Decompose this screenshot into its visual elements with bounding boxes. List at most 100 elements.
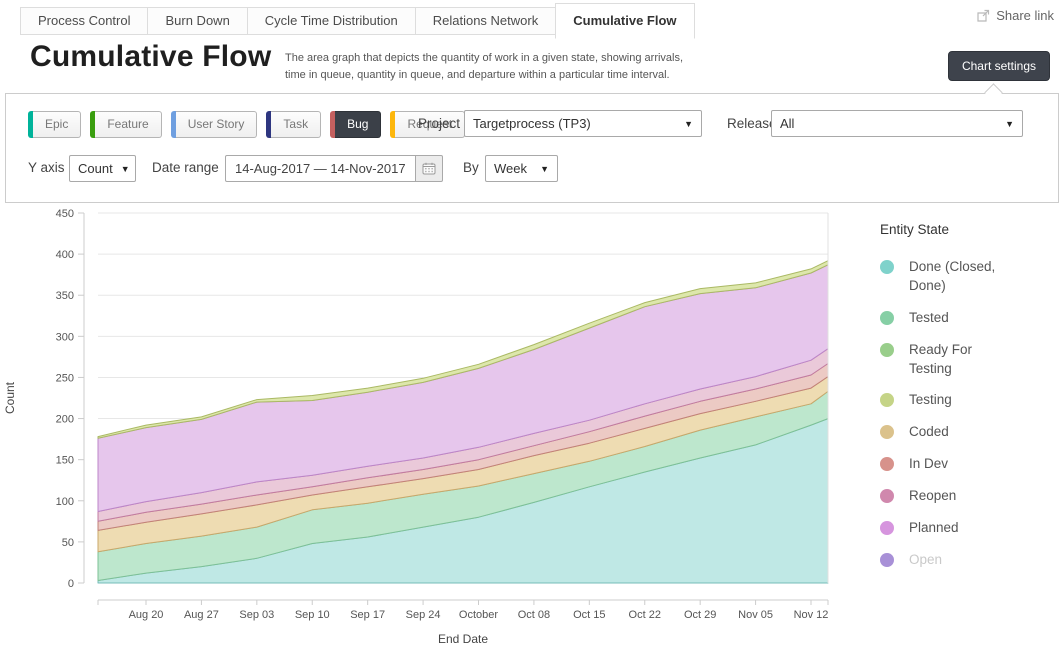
legend-item-reopen[interactable]: Reopen	[880, 487, 1014, 506]
page-title: Cumulative Flow	[30, 40, 272, 73]
entity-filter-task[interactable]: Task	[266, 111, 322, 138]
tab-relations-network[interactable]: Relations Network	[414, 7, 557, 35]
x-tick-label: Sep 10	[295, 609, 330, 621]
by-period-select[interactable]: Week ▼	[485, 155, 558, 182]
chart-description: The area graph that depicts the quantity…	[285, 52, 684, 81]
tab-bar: Process Control Burn Down Cycle Time Distr…	[20, 3, 695, 39]
legend-item-open[interactable]: Open	[880, 551, 1014, 570]
x-tick-label: Sep 03	[239, 609, 274, 621]
legend-label: Ready For Testing	[909, 341, 973, 376]
x-tick-label: October	[459, 609, 498, 621]
project-select[interactable]: Targetprocess (TP3) ▼	[464, 110, 702, 137]
entity-filter-label: Epic	[33, 111, 82, 138]
y-axis-select-value: Count	[78, 161, 113, 176]
x-tick-label: Oct 15	[573, 609, 605, 621]
tab-process-control[interactable]: Process Control	[20, 7, 149, 35]
x-tick-label: Aug 20	[129, 609, 164, 621]
legend-label: Tested	[909, 309, 949, 325]
y-axis-title: Count	[3, 381, 17, 414]
x-tick-label: Sep 24	[406, 609, 441, 621]
y-tick-label: 150	[56, 455, 74, 467]
entity-type-filter-group: Epic Feature User Story Task Bug Request	[28, 111, 466, 138]
calendar-icon	[422, 162, 436, 175]
share-link-label: Share link	[996, 8, 1054, 23]
by-label: By	[463, 160, 479, 175]
tab-cycle-time-distribution[interactable]: Cycle Time Distribution	[246, 7, 416, 35]
share-icon	[976, 9, 990, 23]
y-tick-label: 200	[56, 414, 74, 426]
tab-burn-down[interactable]: Burn Down	[147, 7, 248, 35]
y-axis-select[interactable]: Count ▼	[69, 155, 136, 182]
chevron-down-icon: ▼	[684, 118, 693, 129]
filter-panel-notch	[984, 83, 1003, 102]
legend-swatch	[880, 457, 894, 472]
legend: Entity State Done (Closed, Done) Tested Re…	[880, 222, 1030, 583]
date-range-control: 14-Aug-2017 — 14-Nov-2017	[225, 155, 443, 182]
entity-filter-bug[interactable]: Bug	[330, 111, 382, 138]
legend-item-coded[interactable]: Coded	[880, 423, 1014, 442]
chevron-down-icon: ▼	[120, 163, 130, 174]
entity-filter-label: Bug	[335, 111, 382, 138]
entity-filter-epic[interactable]: Epic	[28, 111, 82, 138]
by-period-select-value: Week	[494, 161, 527, 176]
legend-item-in-dev[interactable]: In Dev	[880, 455, 1014, 474]
cumulative-flow-chart: 0 50 100 150 200 250 300 350 400 450 Aug 20 Aug 27 S…	[0, 205, 870, 655]
legend-swatch	[880, 521, 894, 536]
entity-color-stripe	[170, 111, 176, 138]
x-tick-label: Oct 29	[684, 609, 716, 621]
chart-svg: 0 50 100 150 200 250 300 350 400 450 Aug 20 Aug 27 S…	[3, 208, 829, 646]
y-tick-label: 450	[56, 208, 74, 220]
legend-label: Done (Closed, Done)	[909, 259, 996, 293]
date-range-input[interactable]: 14-Aug-2017 — 14-Nov-2017	[225, 155, 416, 182]
chart-settings-button[interactable]: Chart settings	[947, 51, 1050, 81]
entity-filter-label: Task	[271, 111, 322, 138]
share-link[interactable]: Share link	[976, 8, 1054, 23]
project-select-value: Targetprocess (TP3)	[473, 116, 591, 131]
x-tick-label: Nov 12	[794, 609, 829, 621]
filter-panel: Epic Feature User Story Task Bug Request Proj…	[5, 83, 1059, 203]
legend-item-tested[interactable]: Tested	[880, 309, 1014, 328]
legend-item-done-closed-done-[interactable]: Done (Closed, Done)	[880, 258, 1014, 296]
tab-cumulative-flow[interactable]: Cumulative Flow	[555, 3, 695, 39]
x-tick-label: Oct 08	[518, 609, 550, 621]
legend-item-ready-for-testing[interactable]: Ready For Testing	[880, 341, 1014, 379]
x-tick-label: Oct 22	[629, 609, 661, 621]
release-select[interactable]: All ▼	[771, 110, 1023, 137]
legend-label: Open	[909, 551, 943, 567]
x-tick-label: Sep 17	[350, 609, 385, 621]
legend-title: Entity State	[880, 222, 950, 237]
legend-item-testing[interactable]: Testing	[880, 391, 1014, 410]
y-tick-label: 100	[56, 496, 74, 508]
legend-swatch	[880, 260, 894, 274]
x-axis-title: End Date	[438, 632, 488, 646]
legend-label: Testing	[909, 392, 952, 408]
entity-filter-label: User Story	[175, 111, 258, 138]
release-label: Release	[727, 116, 777, 131]
legend-label: Coded	[909, 424, 949, 440]
x-tick-label: Nov 05	[738, 609, 773, 621]
chevron-down-icon: ▼	[540, 163, 549, 174]
calendar-button[interactable]	[415, 155, 443, 182]
entity-filter-feature[interactable]: Feature	[90, 111, 162, 138]
legend-swatch	[880, 489, 894, 504]
y-tick-label: 300	[56, 331, 74, 343]
y-tick-label: 350	[56, 290, 74, 302]
entity-color-stripe	[28, 111, 33, 138]
date-range-label: Date range	[152, 160, 219, 175]
legend-label: In Dev	[909, 456, 949, 472]
entity-color-stripe	[330, 111, 336, 138]
entity-filter-user-story[interactable]: User Story	[170, 111, 258, 138]
legend-swatch	[880, 552, 894, 567]
legend-swatch	[880, 393, 894, 408]
y-tick-label: 0	[68, 578, 74, 590]
legend-item-planned[interactable]: Planned	[880, 519, 1014, 538]
x-tick-label: Aug 27	[184, 609, 219, 621]
legend-label: Reopen	[909, 488, 957, 504]
entity-color-stripe	[266, 111, 272, 138]
legend-swatch	[880, 342, 894, 357]
release-select-value: All	[780, 116, 795, 131]
chevron-down-icon: ▼	[1005, 118, 1014, 129]
y-tick-label: 250	[56, 372, 74, 384]
legend-swatch	[880, 310, 894, 325]
